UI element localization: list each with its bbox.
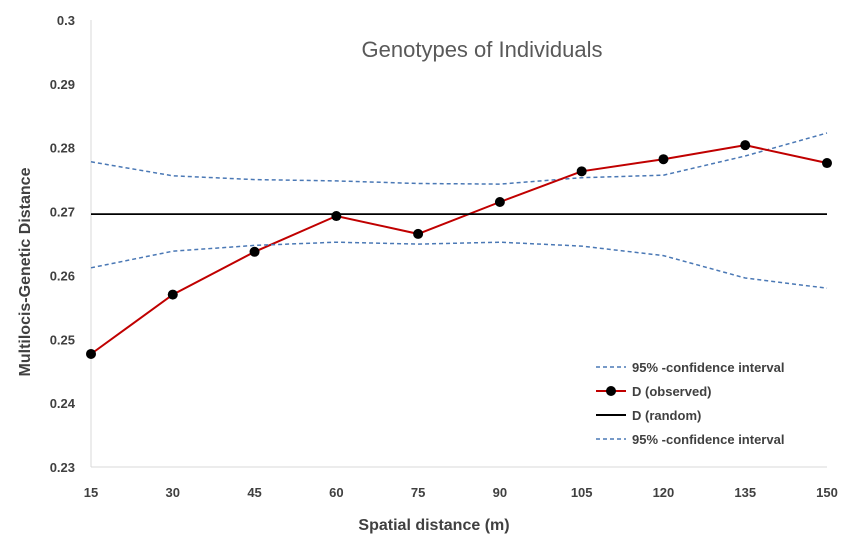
y-tick-label: 0.24 (50, 396, 76, 411)
y-tick-label: 0.23 (50, 460, 75, 475)
y-tick-label: 0.26 (50, 268, 75, 283)
series-layer (86, 132, 832, 359)
x-tick-label: 120 (653, 485, 675, 500)
legend-label: 95% -confidence interval (632, 432, 784, 447)
data-point (413, 228, 424, 239)
x-tick-label: 45 (247, 485, 261, 500)
x-tick-label: 90 (493, 485, 507, 500)
x-tick-label: 15 (84, 485, 98, 500)
data-point (249, 246, 260, 257)
data-point (167, 289, 178, 300)
data-point (740, 140, 751, 151)
y-tick-label: 0.25 (50, 332, 75, 347)
y-tick-label: 0.3 (57, 13, 75, 28)
y-tick-label: 0.28 (50, 141, 75, 156)
x-tick-label: 30 (166, 485, 180, 500)
legend-label: 95% -confidence interval (632, 360, 784, 375)
data-point (331, 211, 342, 222)
y-axis-title: Multilocis-Genetic Distance (17, 167, 34, 376)
x-tick-label: 105 (571, 485, 593, 500)
series-line (90, 241, 828, 289)
data-point (822, 158, 832, 169)
data-point (576, 166, 587, 177)
legend-label: D (random) (632, 408, 701, 423)
series-line (90, 132, 828, 185)
x-tick-label: 150 (816, 485, 838, 500)
data-point (658, 154, 669, 165)
x-axis-title: Spatial distance (m) (358, 517, 509, 534)
data-point (494, 196, 505, 207)
data-point (86, 348, 96, 359)
x-tick-label: 135 (734, 485, 756, 500)
chart-title: Genotypes of Individuals (362, 37, 603, 62)
x-axis-ticks: 15 30 45 60 75 90 105 120 135 150 (84, 485, 838, 500)
legend-marker (606, 386, 616, 396)
legend-label: D (observed) (632, 384, 711, 399)
series-line (90, 144, 828, 355)
y-axis-ticks: 0.23 0.24 0.25 0.26 0.27 0.28 0.29 0.3 (50, 13, 76, 475)
y-tick-label: 0.29 (50, 77, 75, 92)
legend: 95% -confidence interval D (observed) D (r… (596, 360, 784, 447)
x-tick-label: 60 (329, 485, 343, 500)
x-tick-label: 75 (411, 485, 425, 500)
y-tick-label: 0.27 (50, 205, 75, 220)
